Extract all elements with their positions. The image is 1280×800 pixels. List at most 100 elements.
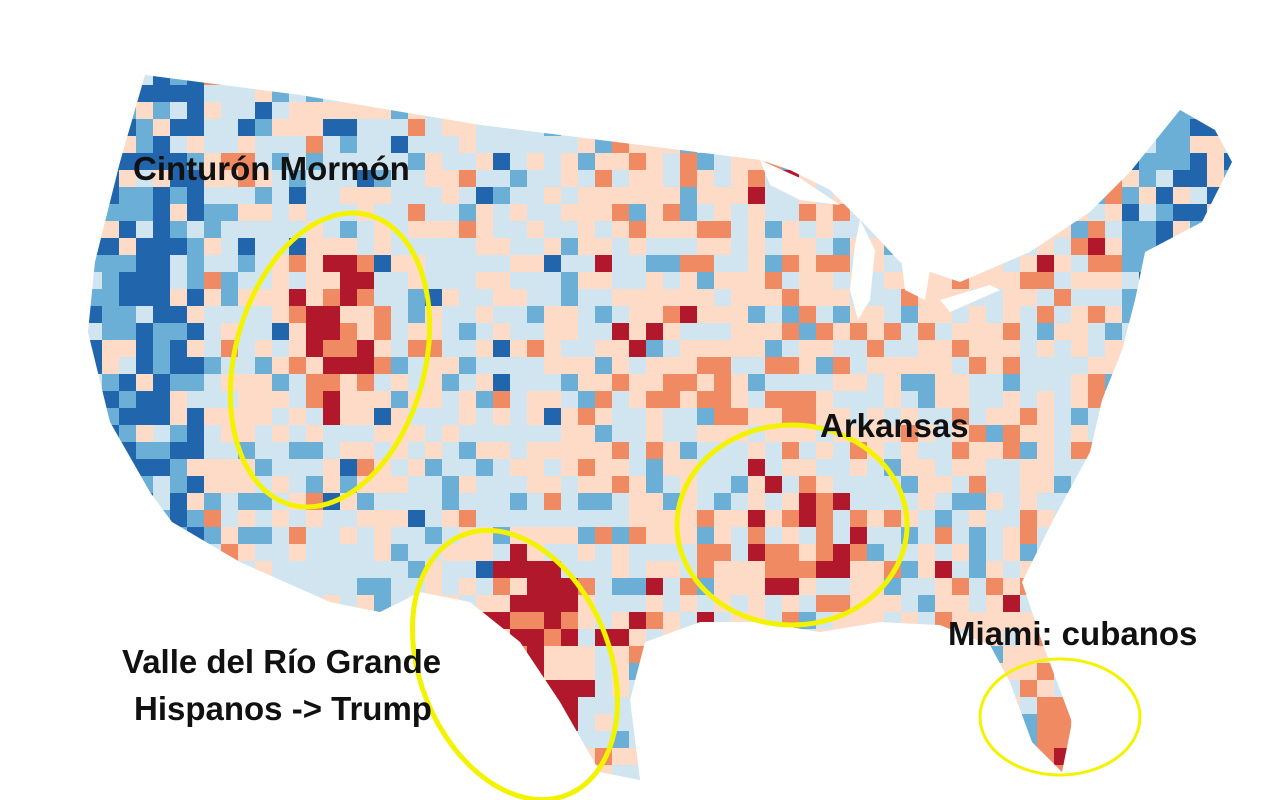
county	[527, 714, 544, 731]
county	[17, 238, 34, 255]
county	[595, 323, 612, 340]
county	[918, 425, 935, 442]
county	[646, 782, 663, 799]
county	[1088, 34, 1105, 51]
county	[850, 136, 867, 153]
county	[1258, 0, 1275, 17]
county	[1156, 748, 1173, 765]
county	[1071, 17, 1088, 34]
county	[731, 0, 748, 17]
county	[748, 102, 765, 119]
county	[748, 119, 765, 136]
county	[1054, 748, 1071, 765]
county	[952, 493, 969, 510]
county	[510, 646, 527, 663]
county	[901, 476, 918, 493]
county	[119, 34, 136, 51]
county	[1241, 34, 1258, 51]
county	[527, 102, 544, 119]
county	[272, 323, 289, 340]
county	[799, 765, 816, 780]
county	[816, 0, 833, 17]
county	[238, 51, 255, 68]
county	[51, 493, 68, 510]
county	[884, 238, 901, 255]
county	[476, 119, 493, 136]
county	[17, 476, 34, 493]
county	[1122, 51, 1139, 68]
county	[561, 85, 578, 102]
county	[476, 731, 493, 748]
county	[765, 663, 782, 680]
county	[1088, 119, 1105, 136]
county	[1088, 0, 1105, 17]
county	[850, 663, 867, 680]
county	[918, 221, 935, 238]
county	[136, 578, 153, 595]
county	[1054, 323, 1071, 340]
county	[816, 714, 833, 731]
county	[595, 340, 612, 357]
county	[544, 85, 561, 102]
county	[1275, 374, 1280, 391]
county	[442, 408, 459, 425]
county	[255, 731, 272, 748]
county	[1258, 255, 1275, 272]
county	[476, 476, 493, 493]
county	[697, 34, 714, 51]
county	[1105, 221, 1122, 238]
county	[1224, 51, 1241, 68]
county	[1122, 459, 1139, 476]
county	[1054, 663, 1071, 680]
county	[884, 493, 901, 510]
county	[340, 136, 357, 153]
county	[1275, 272, 1280, 289]
county	[374, 289, 391, 306]
county	[748, 595, 765, 612]
county	[884, 731, 901, 748]
county	[102, 255, 119, 272]
county	[629, 663, 646, 680]
county	[306, 17, 323, 34]
county	[221, 221, 238, 238]
county	[68, 748, 85, 765]
county	[1071, 0, 1088, 17]
county	[1003, 340, 1020, 357]
county	[748, 459, 765, 476]
county	[51, 272, 68, 289]
county	[136, 425, 153, 442]
county	[748, 527, 765, 544]
county	[442, 102, 459, 119]
county	[1105, 425, 1122, 442]
county	[425, 731, 442, 748]
county	[697, 748, 714, 765]
county	[544, 561, 561, 578]
county	[816, 17, 833, 34]
county	[323, 306, 340, 323]
county	[1122, 714, 1139, 731]
county	[765, 102, 782, 119]
county	[459, 136, 476, 153]
county	[119, 612, 136, 629]
county	[221, 238, 238, 255]
county	[1088, 680, 1105, 697]
county	[442, 0, 459, 17]
county	[1173, 340, 1190, 357]
county	[969, 187, 986, 204]
county	[680, 697, 697, 714]
county	[1241, 170, 1258, 187]
county	[1156, 544, 1173, 561]
county	[1054, 85, 1071, 102]
county	[595, 544, 612, 561]
county	[561, 663, 578, 680]
county	[578, 714, 595, 731]
county	[714, 459, 731, 476]
county	[527, 289, 544, 306]
county	[935, 408, 952, 425]
county	[102, 238, 119, 255]
county	[119, 221, 136, 238]
county	[1139, 119, 1156, 136]
county	[1071, 527, 1088, 544]
county	[1241, 221, 1258, 238]
county	[969, 510, 986, 527]
